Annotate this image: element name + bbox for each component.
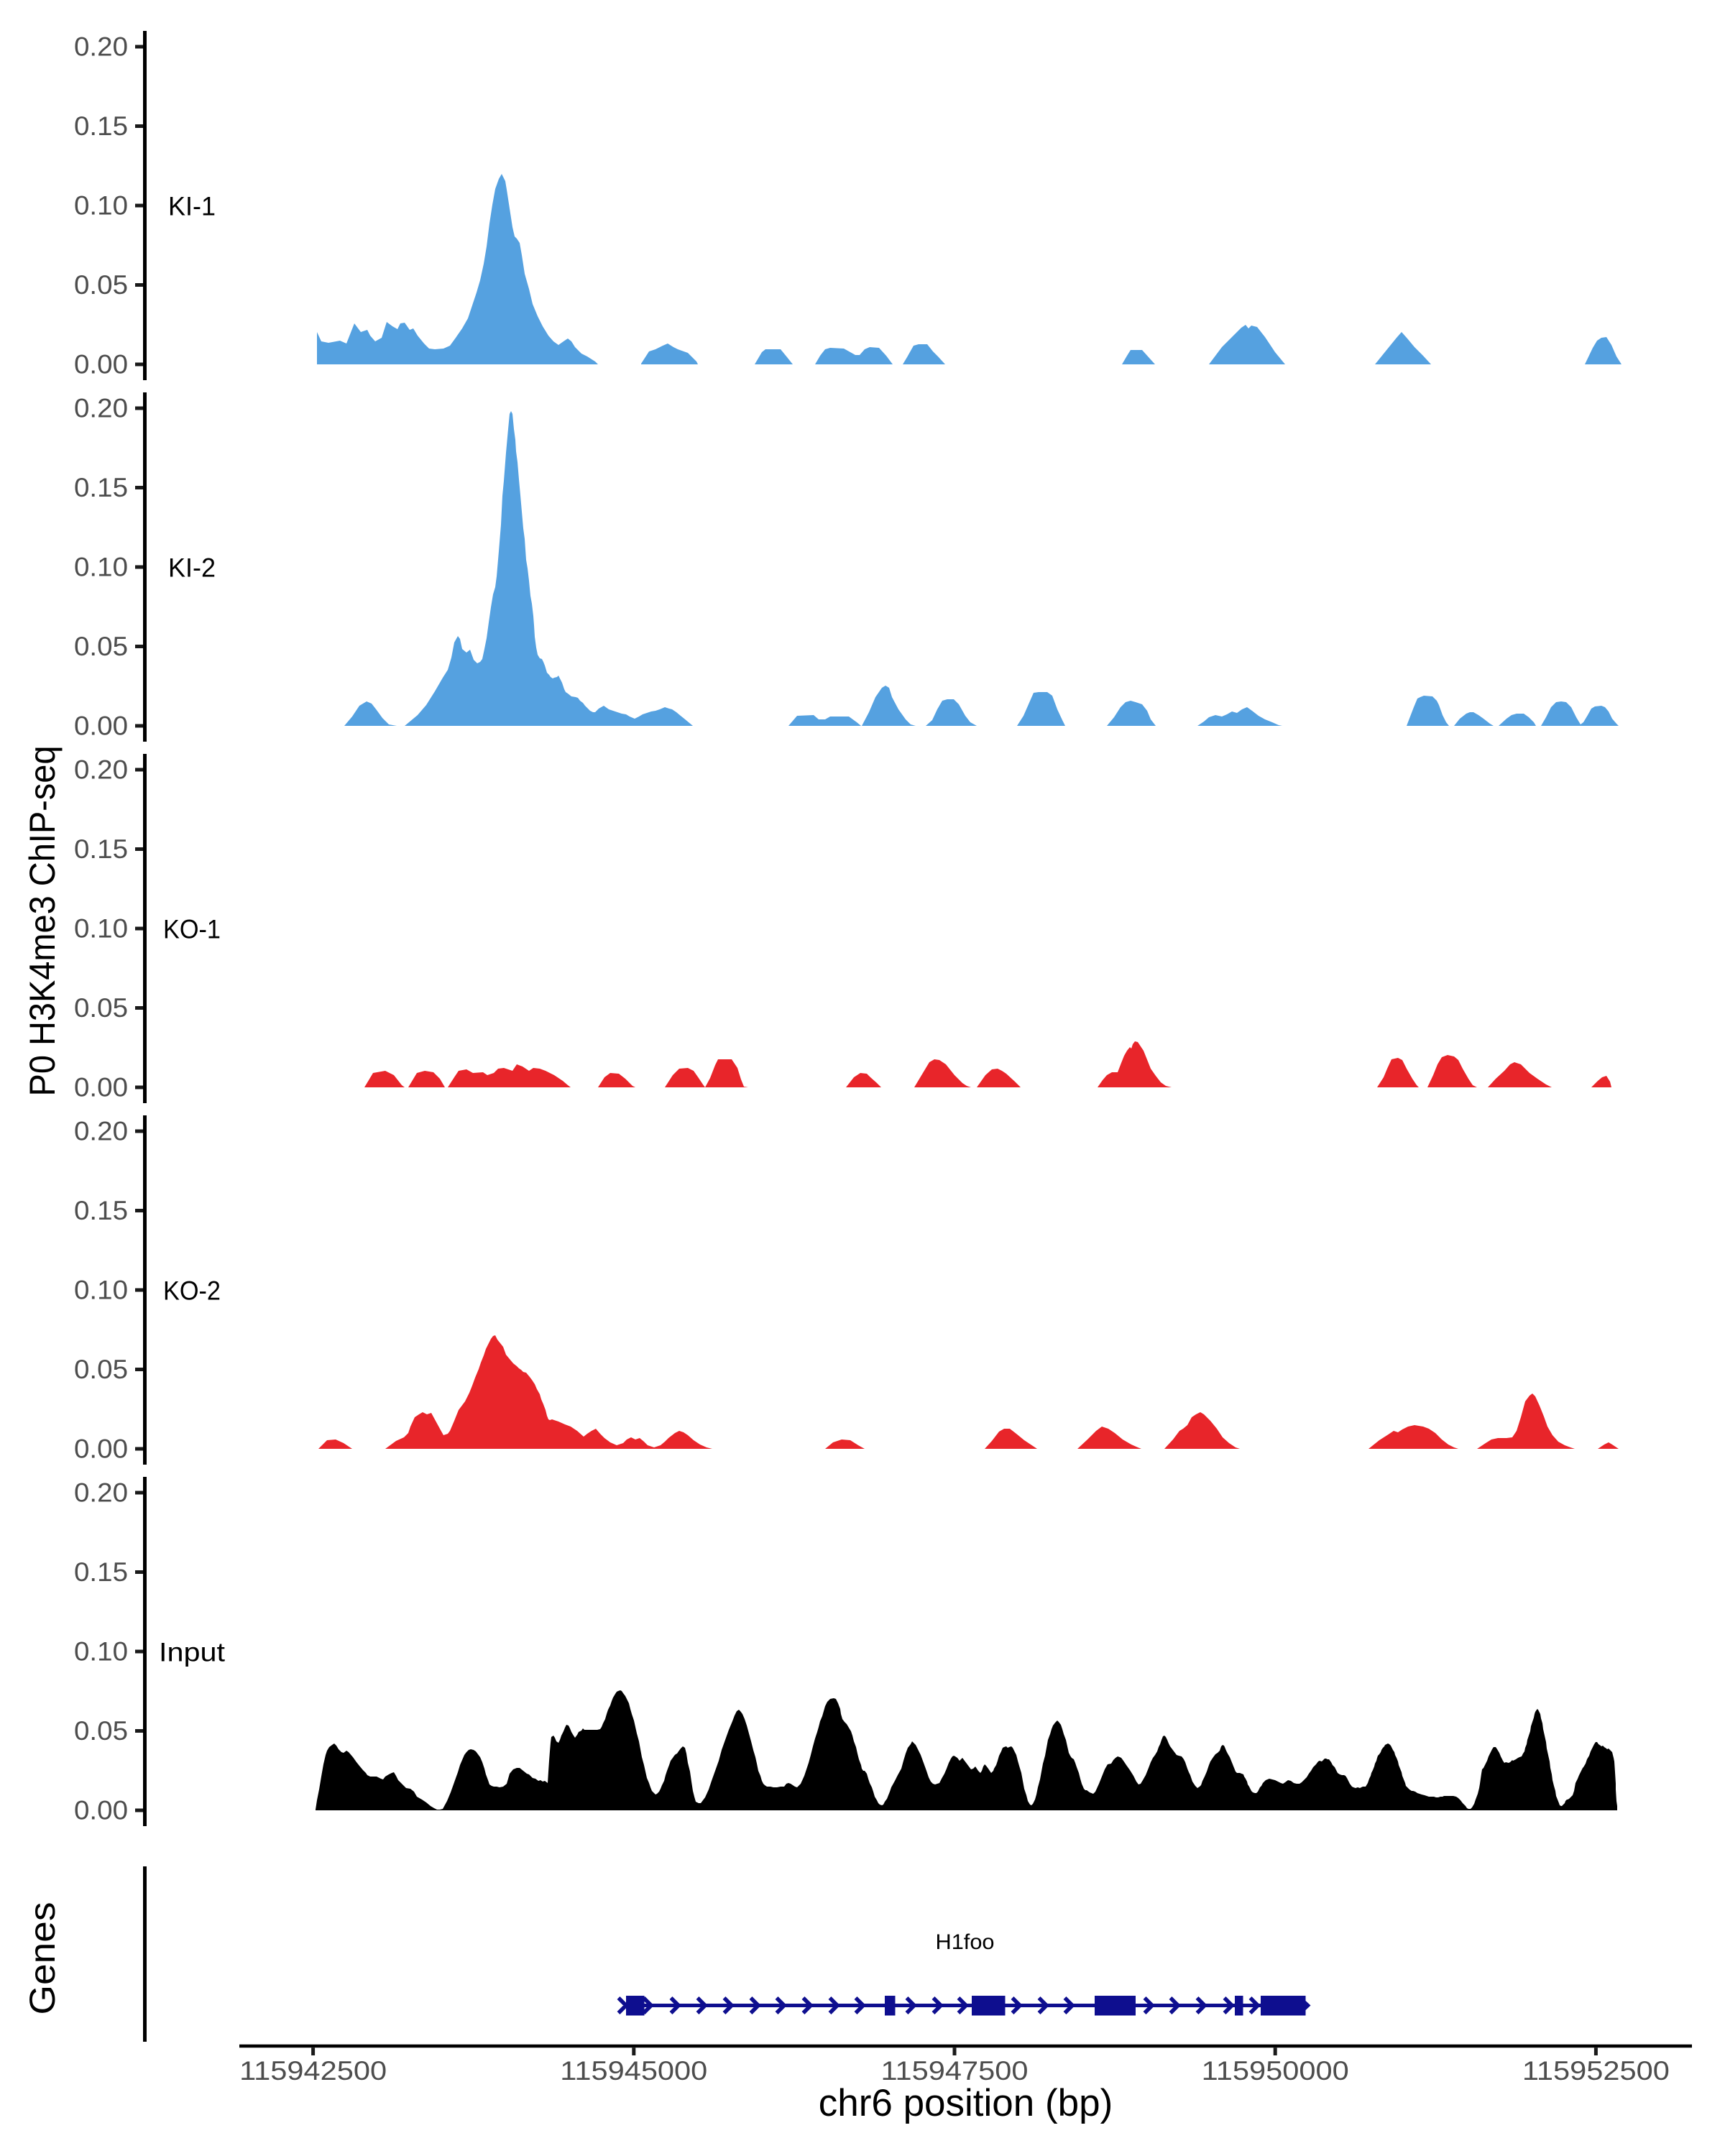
svg-text:0.00: 0.00 xyxy=(74,350,128,379)
svg-text:0.10: 0.10 xyxy=(74,914,128,944)
svg-text:P0 H3K4me3 ChIP-seq: P0 H3K4me3 ChIP-seq xyxy=(22,746,63,1097)
svg-text:chr6 position (bp): chr6 position (bp) xyxy=(819,2082,1113,2124)
svg-text:0.00: 0.00 xyxy=(74,711,128,741)
svg-text:0.15: 0.15 xyxy=(74,111,128,141)
svg-text:0.15: 0.15 xyxy=(74,834,128,864)
svg-text:Genes: Genes xyxy=(22,1902,63,2015)
svg-text:115945000: 115945000 xyxy=(560,2056,707,2086)
svg-text:115942500: 115942500 xyxy=(239,2056,387,2086)
svg-text:0.05: 0.05 xyxy=(74,1355,128,1384)
svg-text:0.05: 0.05 xyxy=(74,632,128,661)
svg-text:0.10: 0.10 xyxy=(74,1637,128,1667)
svg-text:115950000: 115950000 xyxy=(1202,2056,1349,2086)
svg-text:0.10: 0.10 xyxy=(74,191,128,221)
svg-text:0.05: 0.05 xyxy=(74,993,128,1023)
svg-text:0.20: 0.20 xyxy=(74,755,128,785)
svg-text:115952500: 115952500 xyxy=(1522,2056,1670,2086)
svg-text:0.00: 0.00 xyxy=(74,1073,128,1102)
svg-text:0.15: 0.15 xyxy=(74,1196,128,1225)
svg-text:KI-1: KI-1 xyxy=(168,192,216,221)
svg-text:Input: Input xyxy=(159,1638,226,1667)
svg-text:H1foo: H1foo xyxy=(936,1930,995,1954)
svg-text:KO-2: KO-2 xyxy=(163,1276,221,1306)
svg-text:115947500: 115947500 xyxy=(881,2056,1029,2086)
svg-text:0.10: 0.10 xyxy=(74,553,128,582)
svg-text:0.10: 0.10 xyxy=(74,1276,128,1305)
svg-text:0.05: 0.05 xyxy=(74,1716,128,1746)
svg-text:0.15: 0.15 xyxy=(74,1557,128,1587)
svg-text:0.20: 0.20 xyxy=(74,1478,128,1508)
svg-text:0.15: 0.15 xyxy=(74,473,128,502)
svg-text:0.20: 0.20 xyxy=(74,32,128,62)
svg-text:0.00: 0.00 xyxy=(74,1434,128,1464)
svg-text:KI-2: KI-2 xyxy=(168,553,216,583)
svg-text:KO-1: KO-1 xyxy=(163,915,221,944)
svg-text:0.20: 0.20 xyxy=(74,394,128,423)
svg-text:0.00: 0.00 xyxy=(74,1796,128,1825)
svg-text:0.05: 0.05 xyxy=(74,270,128,300)
svg-text:0.20: 0.20 xyxy=(74,1117,128,1146)
